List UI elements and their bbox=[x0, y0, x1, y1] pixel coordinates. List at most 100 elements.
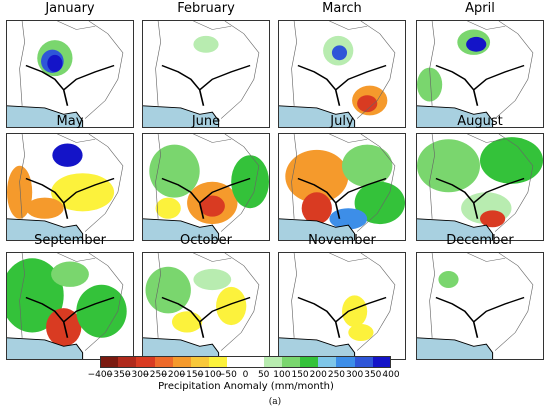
sea bbox=[417, 105, 493, 127]
anomaly-map bbox=[278, 252, 406, 360]
river-lines bbox=[25, 177, 115, 219]
colorbar-segment bbox=[209, 356, 228, 368]
anomaly-map bbox=[6, 252, 134, 360]
coastline bbox=[279, 218, 356, 240]
anomaly-patch bbox=[417, 139, 480, 193]
colorbar-segment bbox=[300, 356, 319, 368]
colorbar-segment bbox=[154, 356, 173, 368]
panel-title: October bbox=[179, 233, 233, 248]
colorbar-segment bbox=[372, 356, 391, 368]
anomaly-map bbox=[142, 252, 270, 360]
colorbar-tick-label: −250 bbox=[142, 370, 167, 380]
anomaly-patch bbox=[25, 197, 64, 219]
map-panel-october: October bbox=[142, 233, 270, 360]
map-panel-april: April bbox=[416, 1, 544, 128]
map-panel-july: July bbox=[278, 114, 406, 241]
panel-title: April bbox=[465, 1, 495, 16]
colorbar-tick-label: −300 bbox=[124, 370, 149, 380]
sea bbox=[417, 218, 493, 240]
colorbar-tick-label: −350 bbox=[105, 370, 131, 380]
colorbar-tick-label: −400 bbox=[87, 370, 113, 380]
colorbar-segment bbox=[227, 356, 246, 368]
coastline bbox=[417, 105, 494, 127]
colorbar-tick-label: 50 bbox=[257, 370, 270, 380]
sea bbox=[279, 337, 355, 359]
colorbar-tick-label: −200 bbox=[160, 370, 186, 380]
anomaly-patch bbox=[480, 210, 506, 228]
panel-title: January bbox=[45, 1, 95, 16]
sea bbox=[279, 105, 355, 127]
river-lines bbox=[297, 296, 387, 338]
coastline bbox=[417, 337, 494, 359]
anomaly-patch bbox=[285, 149, 349, 203]
anomaly-map bbox=[6, 133, 134, 241]
anomaly-patch bbox=[216, 286, 247, 326]
country-borders bbox=[155, 134, 260, 232]
colorbar-segment bbox=[172, 356, 191, 368]
colorbar-tick-label: 250 bbox=[327, 370, 346, 380]
anomaly-map bbox=[416, 252, 544, 360]
colorbar-tick-label: −100 bbox=[196, 370, 222, 380]
country-borders bbox=[19, 253, 124, 351]
panel-title: December bbox=[446, 233, 514, 248]
country-borders bbox=[429, 253, 534, 351]
map-panel-may: May bbox=[6, 114, 134, 241]
country-borders bbox=[291, 253, 396, 351]
anomaly-patch bbox=[46, 308, 82, 347]
map-panel-november: November bbox=[278, 233, 406, 360]
anomaly-patch bbox=[51, 173, 115, 212]
country-borders bbox=[19, 134, 124, 232]
anomaly-patch bbox=[47, 54, 63, 72]
river-lines bbox=[25, 64, 115, 106]
sea bbox=[279, 218, 355, 240]
sea bbox=[143, 105, 219, 127]
colorbar-tick-label: 400 bbox=[382, 370, 400, 380]
colorbar-segment bbox=[190, 356, 210, 368]
map-panel-march: March bbox=[278, 1, 406, 128]
country-borders bbox=[291, 134, 396, 232]
country-borders bbox=[429, 134, 534, 232]
coastline bbox=[143, 337, 220, 359]
anomaly-map bbox=[278, 20, 406, 128]
panel-title: November bbox=[308, 233, 376, 248]
anomaly-patch bbox=[348, 324, 374, 341]
colorbar-segment bbox=[318, 356, 337, 368]
panel-title: August bbox=[457, 114, 503, 129]
colorbar-tick-label: 0 bbox=[242, 370, 249, 380]
colorbar-segment bbox=[336, 356, 355, 368]
anomaly-patch bbox=[231, 155, 269, 209]
anomaly-patch bbox=[331, 45, 348, 61]
river-lines bbox=[161, 296, 251, 338]
country-borders bbox=[155, 21, 260, 119]
map-panel-august: August bbox=[416, 114, 544, 241]
country-borders bbox=[19, 21, 124, 119]
anomaly-patch bbox=[480, 137, 543, 184]
coastline bbox=[7, 337, 84, 359]
anomaly-map bbox=[142, 20, 270, 128]
anomaly-map bbox=[6, 20, 134, 128]
anomaly-patch bbox=[342, 295, 368, 328]
country-borders bbox=[155, 253, 260, 351]
anomaly-patch bbox=[199, 195, 225, 217]
anomaly-map bbox=[416, 133, 544, 241]
coastline bbox=[279, 337, 356, 359]
map-panel-january: January bbox=[6, 1, 134, 128]
map-panel-february: February bbox=[142, 1, 270, 128]
colorbar-segment bbox=[245, 356, 264, 368]
river-lines bbox=[297, 64, 387, 106]
anomaly-patch bbox=[193, 35, 219, 53]
coastline bbox=[143, 105, 220, 127]
river-lines bbox=[161, 177, 251, 219]
precipitation-colorbar bbox=[100, 356, 391, 368]
colorbar-segment bbox=[118, 356, 137, 368]
river-lines bbox=[297, 177, 387, 219]
river-lines bbox=[435, 296, 525, 338]
sea bbox=[7, 337, 83, 359]
anomaly-patch bbox=[357, 95, 378, 113]
coastline bbox=[7, 218, 84, 240]
panel-title: July bbox=[330, 114, 354, 129]
anomaly-patch bbox=[52, 143, 83, 167]
figure-label: (a) bbox=[268, 397, 282, 407]
anomaly-patch bbox=[354, 181, 405, 225]
anomaly-patch bbox=[193, 268, 232, 291]
